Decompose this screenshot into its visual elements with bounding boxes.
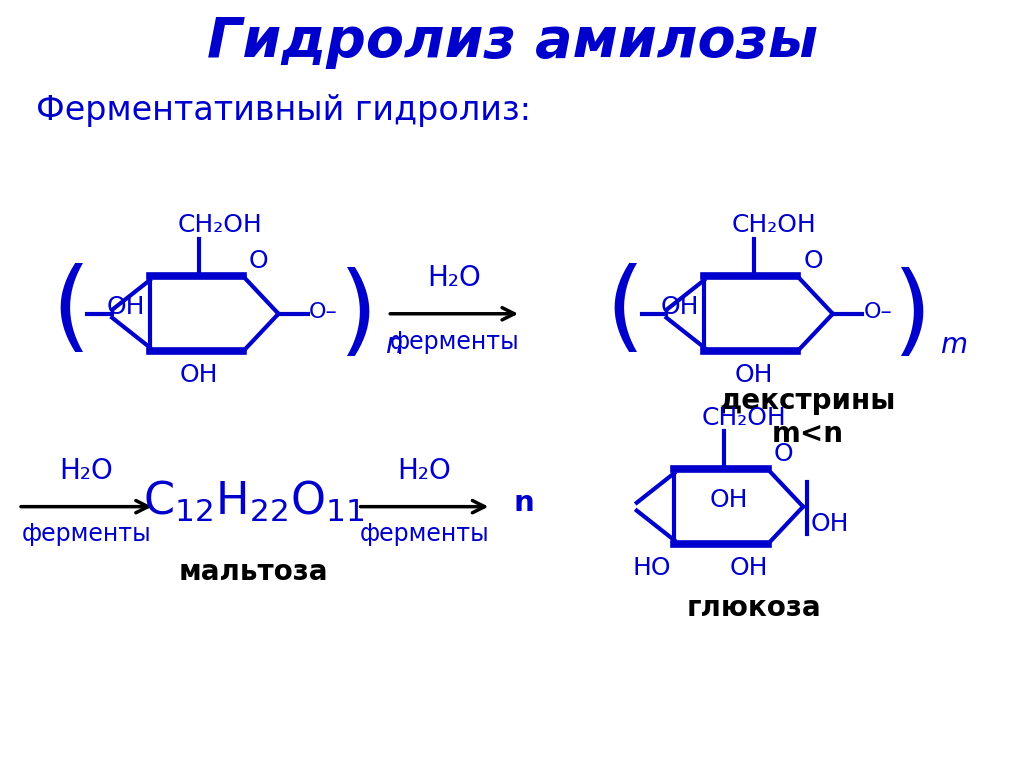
Text: Гидролиз амилозы: Гидролиз амилозы bbox=[208, 15, 818, 69]
Text: OH: OH bbox=[811, 511, 850, 535]
Text: n: n bbox=[513, 488, 534, 517]
Text: ферменты: ферменты bbox=[389, 329, 519, 353]
Text: глюкоза: глюкоза bbox=[686, 594, 821, 622]
Text: OH: OH bbox=[710, 488, 749, 511]
Text: H₂O: H₂O bbox=[397, 457, 452, 485]
Text: CH₂OH: CH₂OH bbox=[732, 213, 816, 237]
Text: OH: OH bbox=[106, 295, 144, 319]
Text: m: m bbox=[940, 332, 967, 359]
Text: OH: OH bbox=[660, 295, 699, 319]
Text: Ферментативный гидролиз:: Ферментативный гидролиз: bbox=[36, 94, 531, 127]
Text: CH₂OH: CH₂OH bbox=[702, 406, 786, 429]
Text: O–: O– bbox=[863, 302, 892, 322]
Text: n: n bbox=[385, 332, 403, 359]
Text: O: O bbox=[249, 249, 268, 273]
Text: ферменты: ферменты bbox=[22, 522, 152, 547]
Text: OH: OH bbox=[729, 556, 768, 580]
Text: (: ( bbox=[605, 263, 644, 360]
Text: OH: OH bbox=[180, 363, 218, 387]
Text: ): ) bbox=[893, 267, 932, 364]
Text: HO: HO bbox=[633, 556, 672, 580]
Text: декстрины: декстрины bbox=[720, 387, 896, 415]
Text: O: O bbox=[773, 442, 794, 466]
Text: H₂O: H₂O bbox=[59, 457, 114, 485]
Text: ферменты: ферменты bbox=[359, 522, 489, 547]
Text: мальтоза: мальтоза bbox=[179, 558, 329, 586]
Text: H₂O: H₂O bbox=[427, 264, 481, 292]
Text: O–: O– bbox=[309, 302, 338, 322]
Text: C$_{12}$H$_{22}$O$_{11}$: C$_{12}$H$_{22}$O$_{11}$ bbox=[143, 479, 365, 525]
Text: m<n: m<n bbox=[772, 420, 844, 449]
Text: OH: OH bbox=[734, 363, 773, 387]
Text: ): ) bbox=[338, 267, 377, 364]
Text: O: O bbox=[803, 249, 823, 273]
Text: (: ( bbox=[51, 263, 90, 360]
Text: CH₂OH: CH₂OH bbox=[177, 213, 262, 237]
